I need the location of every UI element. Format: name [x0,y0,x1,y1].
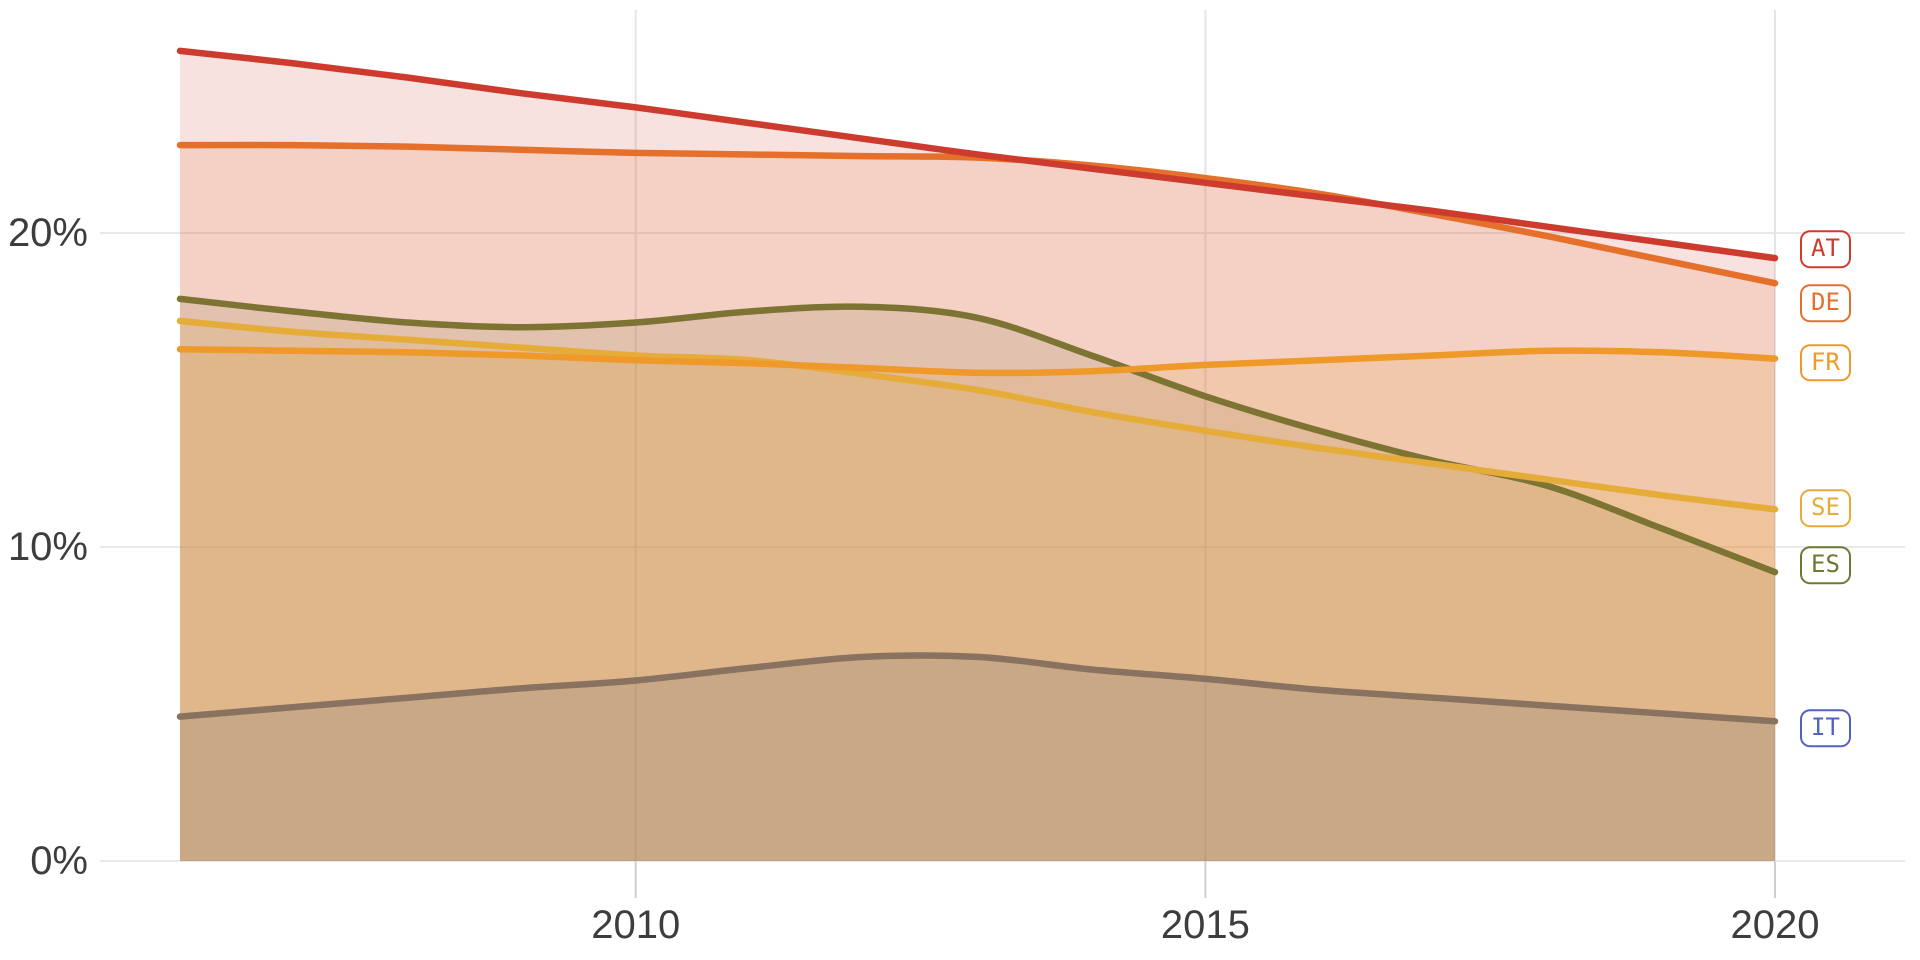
entity-label-SE[interactable]: SE [1800,489,1851,528]
x-tick-label: 2010 [591,903,681,947]
entity-label-IT[interactable]: IT [1800,709,1851,748]
series-area-IT [180,655,1775,861]
series-line-AT [176,47,1779,262]
series-area-ES [180,298,1775,861]
series-area-FR [180,349,1775,861]
entity-label-FR[interactable]: FR [1800,343,1851,382]
series-area-AT [180,50,1775,861]
series-line-SE [176,317,1779,513]
entity-label-AT[interactable]: AT [1800,230,1851,268]
y-tick-label: 0% [30,839,88,883]
series-line-ES [176,295,1779,576]
series-line-FR [176,345,1779,377]
entity-label-ES[interactable]: ES [1800,546,1851,584]
entity-label-DE[interactable]: DE [1800,284,1851,323]
x-tick-label: 2015 [1160,903,1250,947]
x-tick-label: 2020 [1730,903,1820,947]
y-tick-label: 10% [7,525,88,569]
series-line-IT [176,652,1779,725]
series-area-SE [180,320,1775,861]
y-tick-label: 20% [7,211,88,255]
